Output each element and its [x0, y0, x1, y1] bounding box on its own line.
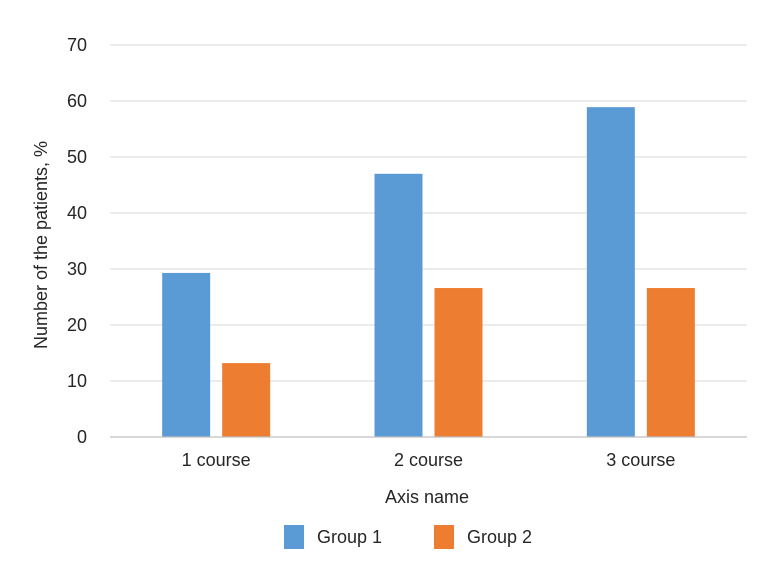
- x-category-labels: 1 course 2 course 3 course: [182, 450, 676, 470]
- bar-group-1-1-course: [162, 272, 211, 437]
- y-tick-label: 60: [67, 91, 87, 111]
- x-category-label: 2 course: [394, 450, 463, 470]
- y-tick-label: 20: [67, 315, 87, 335]
- legend-label-group-2: Group 2: [467, 527, 532, 547]
- y-tick-label: 50: [67, 147, 87, 167]
- bars: [162, 107, 695, 438]
- x-axis-title: Axis name: [385, 487, 469, 507]
- x-category-label: 3 course: [606, 450, 675, 470]
- bar-group-1-2-course: [374, 173, 423, 438]
- bar-group-2-2-course: [434, 288, 483, 437]
- y-axis-title: Number of the patients, %: [31, 141, 51, 349]
- legend-label-group-1: Group 1: [317, 527, 382, 547]
- y-tick-label: 10: [67, 371, 87, 391]
- bar-group-1-3-course: [586, 107, 635, 437]
- x-category-label: 1 course: [182, 450, 251, 470]
- bar-group-2-3-course: [646, 288, 695, 437]
- legend: Group 1 Group 2: [284, 525, 532, 549]
- y-tick-label: 30: [67, 259, 87, 279]
- legend-swatch-group-2: [434, 525, 454, 549]
- bar-group-2-1-course: [222, 363, 271, 437]
- y-tick-label: 40: [67, 203, 87, 223]
- y-tick-labels: 0 10 20 30 40 50 60 70: [67, 35, 87, 447]
- gridlines: [110, 44, 747, 382]
- legend-swatch-group-1: [284, 525, 304, 549]
- y-tick-label: 0: [77, 427, 87, 447]
- y-tick-label: 70: [67, 35, 87, 55]
